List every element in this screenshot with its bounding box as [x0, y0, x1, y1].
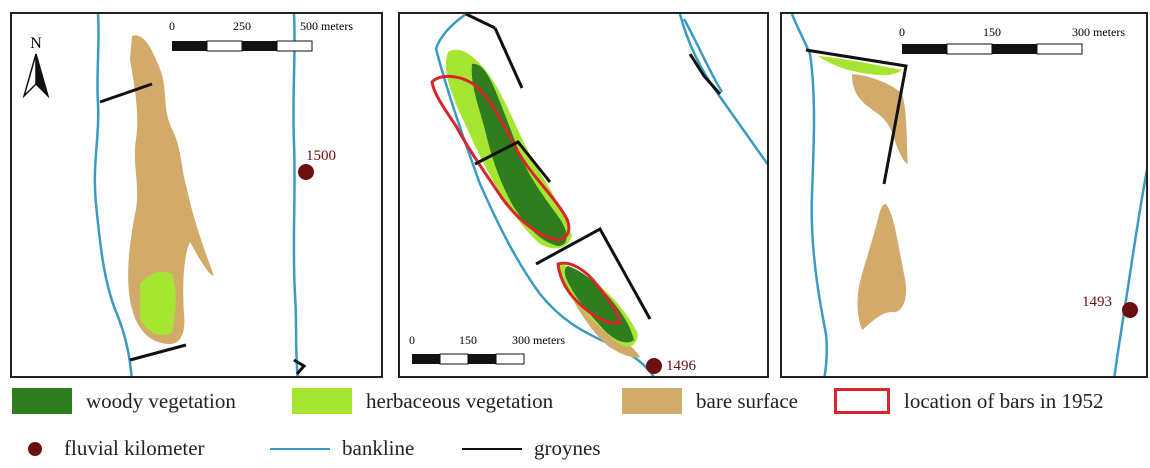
groyne-right [805, 48, 908, 185]
map-panel-middle: 0 150 300 meters 1496 [398, 12, 769, 378]
legend-bankline: bankline [270, 436, 414, 461]
map-right-svg: 0 150 300 meters 1493 [790, 14, 1146, 376]
scale-middle-0: 0 [409, 333, 415, 347]
bankline-left-east [292, 14, 299, 376]
legend-herbaceous: herbaceous vegetation [292, 388, 553, 414]
legend-groynes: groynes [462, 436, 601, 461]
legend-bankline-label: bankline [342, 436, 415, 460]
north-label: N [30, 35, 42, 52]
bare-surface-left [128, 35, 214, 344]
map-left-svg: N 0 250 500 meters 1500 [22, 14, 353, 376]
bankline-middle-east-inner [682, 18, 724, 93]
legend-row-2: fluvial kilometer bankline groynes [0, 428, 1150, 468]
scale-bar-right [902, 43, 1083, 55]
groyne-middle-east [688, 53, 722, 95]
herbaceous-right [818, 56, 902, 76]
scale-middle-300: 300 meters [512, 333, 565, 347]
scale-right-150: 150 [983, 25, 1001, 39]
scale-bar-middle [412, 353, 525, 365]
map-middle-svg: 0 150 300 meters 1496 [409, 14, 767, 376]
herbaceous-left [140, 271, 176, 336]
woody-swatch [12, 388, 72, 414]
bars1952-swatch [834, 388, 890, 414]
bare-swatch [622, 388, 682, 414]
groynes-line-icon [462, 447, 522, 450]
legend-bars1952: location of bars in 1952 [834, 388, 1103, 414]
scale-right-300: 300 meters [1072, 25, 1125, 39]
bare-right-lower [857, 204, 907, 330]
legend-bare: bare surface [622, 388, 798, 414]
map-panel-right: 0 150 300 meters 1493 [780, 12, 1148, 378]
fluvial-km-1493 [1122, 302, 1138, 318]
groyne-middle-4 [535, 226, 652, 320]
fluvial-km-1500 [298, 164, 314, 180]
north-arrow-icon [35, 53, 50, 99]
groyne-left-south [129, 343, 187, 362]
fluvial-km-1496-label: 1496 [666, 358, 697, 374]
scale-left-250: 250 [233, 19, 251, 33]
herbaceous-swatch [292, 388, 352, 414]
scale-middle-150: 150 [459, 333, 477, 347]
legend-kilometer-label: fluvial kilometer [64, 436, 205, 460]
bankline-right-west [790, 14, 829, 376]
groyne-middle-3 [474, 140, 552, 183]
bankline-right-east [1113, 168, 1146, 376]
legend-bars1952-label: location of bars in 1952 [904, 388, 1104, 413]
legend-row-1: woody vegetation herbaceous vegetation b… [0, 388, 1150, 428]
map-panel-left: N 0 250 500 meters 1500 [10, 12, 383, 378]
kilometer-dot-icon [28, 441, 42, 456]
scale-left-0: 0 [169, 19, 175, 33]
fluvial-km-1500-label: 1500 [306, 148, 336, 164]
bare-right-upper [852, 74, 908, 164]
legend-groynes-label: groynes [534, 436, 601, 460]
scale-right-0: 0 [899, 25, 905, 39]
scale-left-500: 500 meters [300, 19, 353, 33]
legend-woody-label: woody vegetation [86, 388, 236, 413]
legend-herbaceous-label: herbaceous vegetation [366, 388, 554, 413]
groyne-left-north [99, 82, 153, 104]
legend-bare-label: bare surface [696, 388, 799, 413]
bankline-line-icon [270, 447, 330, 450]
legend-kilometer: fluvial kilometer [28, 436, 205, 461]
groyne-middle-2 [493, 27, 524, 89]
fluvial-km-1496 [646, 358, 662, 374]
legend-woody: woody vegetation [12, 388, 236, 414]
bars-1952-upper [430, 75, 571, 242]
north-arrow-outline [22, 53, 37, 99]
groyne-middle-1 [465, 14, 496, 30]
bankline-left-west [93, 14, 133, 376]
scale-bar-left [172, 40, 313, 52]
fluvial-km-1493-label: 1493 [1082, 294, 1112, 310]
groyne-left-edge [293, 358, 307, 375]
bars-1952-lower [556, 261, 622, 325]
